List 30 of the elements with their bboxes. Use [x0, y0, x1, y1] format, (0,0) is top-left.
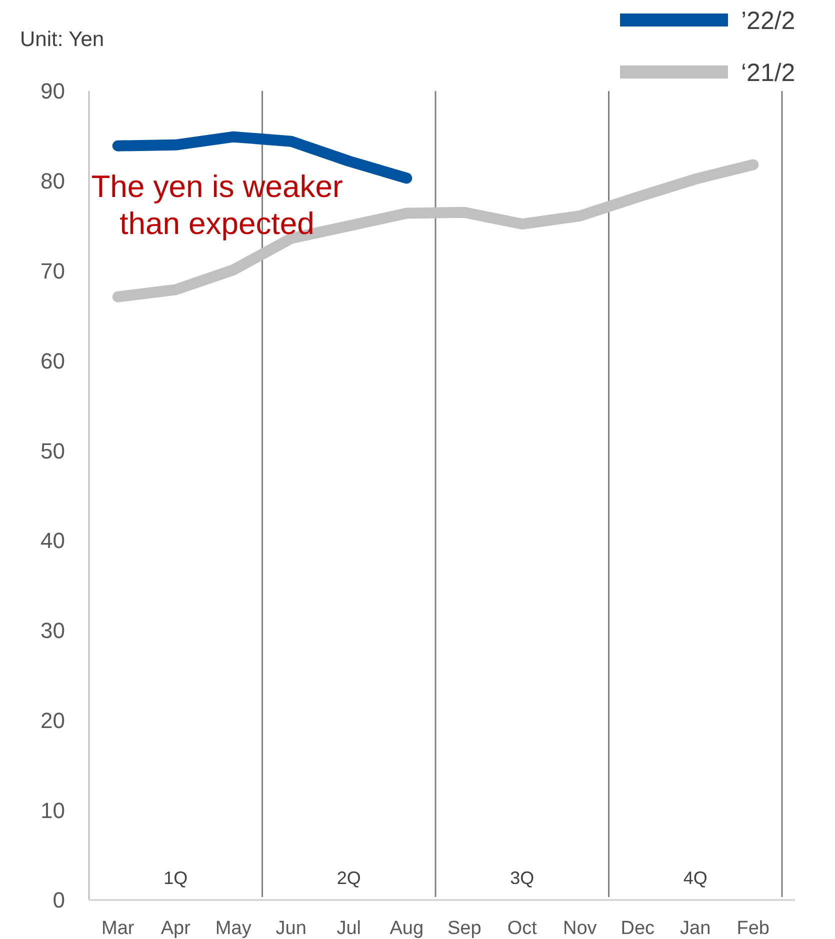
- y-tick-label: 30: [40, 618, 65, 644]
- y-tick-label: 80: [40, 168, 65, 194]
- x-tick-label: Dec: [620, 918, 655, 939]
- annotation: The yen is weaker than expected: [91, 169, 343, 241]
- x-tick-label: Oct: [507, 918, 538, 939]
- annotation: 3Q: [510, 868, 534, 888]
- x-tick-label: Jun: [276, 918, 306, 939]
- y-tick-label: 60: [40, 348, 65, 374]
- y-tick-label: 10: [40, 798, 65, 823]
- x-tick-label: Sep: [447, 918, 482, 939]
- legend-label: ‘21/2: [741, 58, 796, 87]
- y-tick-label: 50: [40, 438, 65, 464]
- x-tick-label: Aug: [390, 918, 424, 939]
- x-tick-label: Feb: [736, 918, 770, 939]
- y-tick-label: 20: [40, 708, 65, 733]
- x-tick-label: Jan: [680, 918, 711, 939]
- y-axis-title: Unit: Yen: [20, 28, 104, 51]
- y-tick-label: 70: [40, 258, 65, 284]
- x-tick-label: May: [215, 918, 252, 939]
- x-tick-label: Nov: [562, 918, 598, 939]
- x-tick-label: Apr: [160, 918, 192, 939]
- y-tick-label: 0: [52, 888, 65, 913]
- x-tick-label: Jul: [336, 918, 362, 939]
- annotation: 2Q: [336, 868, 361, 888]
- y-tick-label: 90: [40, 78, 65, 104]
- annotation: 4Q: [683, 868, 708, 888]
- y-tick-label: 40: [40, 528, 65, 554]
- x-tick-label: Mar: [102, 918, 135, 939]
- annotation: 1Q: [164, 868, 188, 888]
- legend-label: ’22/2: [741, 6, 796, 35]
